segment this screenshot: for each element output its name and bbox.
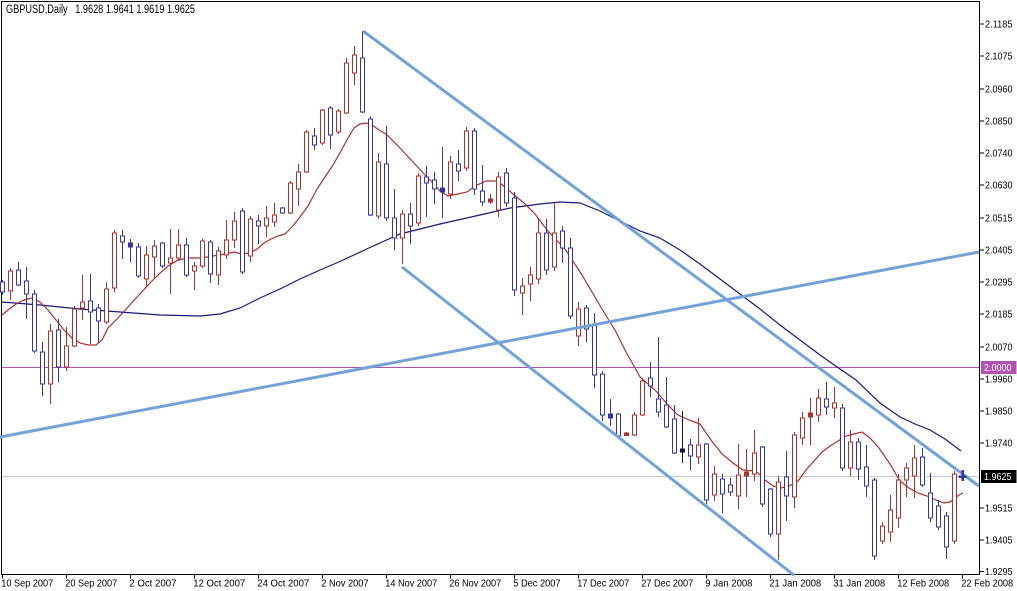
svg-text:20 Sep 2007: 20 Sep 2007 [65,579,117,590]
svg-text:24 Oct 2007: 24 Oct 2007 [257,579,309,590]
svg-text:14 Nov 2007: 14 Nov 2007 [385,579,437,590]
svg-text:2.0405: 2.0405 [985,245,1013,257]
svg-text:2.0850: 2.0850 [985,116,1013,128]
svg-text:2.1075: 2.1075 [985,51,1013,63]
svg-text:27 Dec 2007: 27 Dec 2007 [641,579,693,590]
svg-text:2 Oct 2007: 2 Oct 2007 [129,579,177,590]
svg-text:2.0070: 2.0070 [985,342,1013,354]
svg-text:1.9405: 1.9405 [985,535,1013,547]
svg-text:1.9960: 1.9960 [985,374,1013,386]
svg-text:12 Oct 2007: 12 Oct 2007 [193,579,245,590]
svg-text:2 Nov 2007: 2 Nov 2007 [321,579,369,590]
svg-text:2.1185: 2.1185 [985,19,1013,31]
svg-text:10 Sep 2007: 10 Sep 2007 [1,579,53,590]
svg-text:12 Feb 2008: 12 Feb 2008 [897,579,949,590]
svg-text:9 Jan 2008: 9 Jan 2008 [705,579,753,590]
svg-text:2.0295: 2.0295 [985,277,1013,289]
svg-text:21 Jan 2008: 21 Jan 2008 [769,579,821,590]
svg-text:2.0185: 2.0185 [985,309,1013,321]
svg-text:GBPUSD,Daily 1.9628 1.9641 1: GBPUSD,Daily 1.9628 1.9641 1.9619 1.9625 [6,4,195,16]
svg-text:1.9295: 1.9295 [985,566,1013,578]
svg-text:2.0960: 2.0960 [985,84,1013,96]
svg-text:31 Jan 2008: 31 Jan 2008 [833,579,885,590]
svg-text:2.0515: 2.0515 [985,213,1013,225]
svg-text:17 Dec 2007: 17 Dec 2007 [577,579,629,590]
svg-text:2.0630: 2.0630 [985,180,1013,192]
svg-text:22 Feb 2008: 22 Feb 2008 [961,579,1013,590]
svg-text:1.9625: 1.9625 [984,471,1012,483]
svg-text:2.0740: 2.0740 [985,148,1013,160]
svg-text:5 Dec 2007: 5 Dec 2007 [513,579,561,590]
svg-text:1.9515: 1.9515 [985,503,1013,515]
svg-text:26 Nov 2007: 26 Nov 2007 [449,579,501,590]
svg-text:1.9740: 1.9740 [985,438,1013,450]
svg-text:2.0000: 2.0000 [984,362,1012,374]
svg-text:1.9850: 1.9850 [985,406,1013,418]
